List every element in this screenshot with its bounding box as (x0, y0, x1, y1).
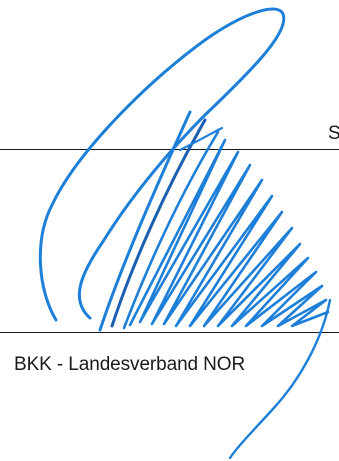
signature-line-bottom (0, 332, 339, 333)
signature-line-top (0, 149, 339, 150)
cut-off-text-fragment: S (328, 123, 339, 144)
signature-stroke (128, 138, 330, 328)
organization-name: BKK - Landesverband NOR (14, 354, 246, 375)
signature-stroke (98, 110, 192, 332)
signature-stroke (228, 298, 332, 460)
signature-stroke (178, 126, 224, 152)
signature-stroke (110, 118, 207, 328)
signature-stroke (38, 7, 286, 322)
signature-stroke (122, 130, 220, 330)
